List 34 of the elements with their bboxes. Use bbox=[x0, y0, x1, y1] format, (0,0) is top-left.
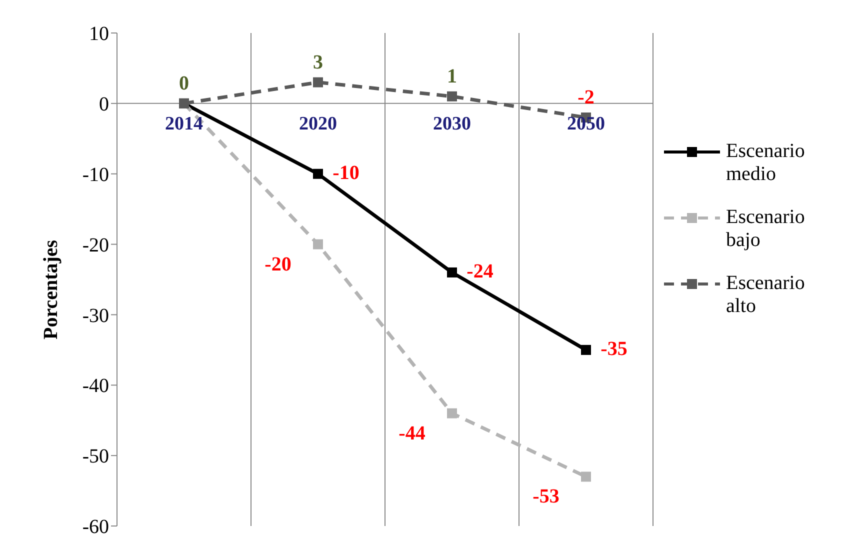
data-label: -35 bbox=[600, 338, 628, 360]
legend-label: Escenario medio bbox=[726, 140, 806, 186]
point bbox=[581, 472, 591, 482]
y-axis-title: Porcentajes bbox=[40, 240, 62, 340]
data-label: -10 bbox=[332, 162, 360, 184]
x-tick-label: 2020 bbox=[299, 113, 337, 134]
data-label: -20 bbox=[264, 253, 292, 276]
y-tick-label: 10 bbox=[89, 23, 109, 46]
y-tick-label: -30 bbox=[82, 304, 109, 327]
y-tick-label: -20 bbox=[82, 234, 109, 256]
data-label: -2 bbox=[578, 86, 594, 109]
legend-label: Escenario alto bbox=[726, 272, 806, 318]
data-label: 1 bbox=[447, 65, 457, 88]
x-tick-label: 2014 bbox=[165, 113, 204, 134]
y-tick-label: -10 bbox=[82, 164, 109, 186]
y-tick-label: -40 bbox=[82, 375, 109, 398]
x-tick-label: 2050 bbox=[567, 113, 605, 134]
x-tick-label: 2030 bbox=[433, 113, 471, 134]
data-label: 0 bbox=[179, 72, 189, 94]
y-tick-label: -50 bbox=[82, 446, 109, 468]
data-label: -24 bbox=[466, 260, 494, 282]
data-label: 3 bbox=[313, 51, 323, 74]
data-label: -44 bbox=[398, 422, 426, 444]
point bbox=[447, 408, 457, 418]
point bbox=[313, 77, 323, 88]
point bbox=[581, 344, 591, 355]
point bbox=[447, 267, 457, 278]
point bbox=[447, 91, 457, 102]
point bbox=[313, 168, 323, 179]
y-tick-label: -60 bbox=[82, 516, 109, 538]
legend-label: Escenario bajo bbox=[726, 206, 806, 252]
data-label: -53 bbox=[532, 486, 560, 508]
y-tick-label: 0 bbox=[99, 94, 109, 116]
point bbox=[313, 239, 323, 250]
